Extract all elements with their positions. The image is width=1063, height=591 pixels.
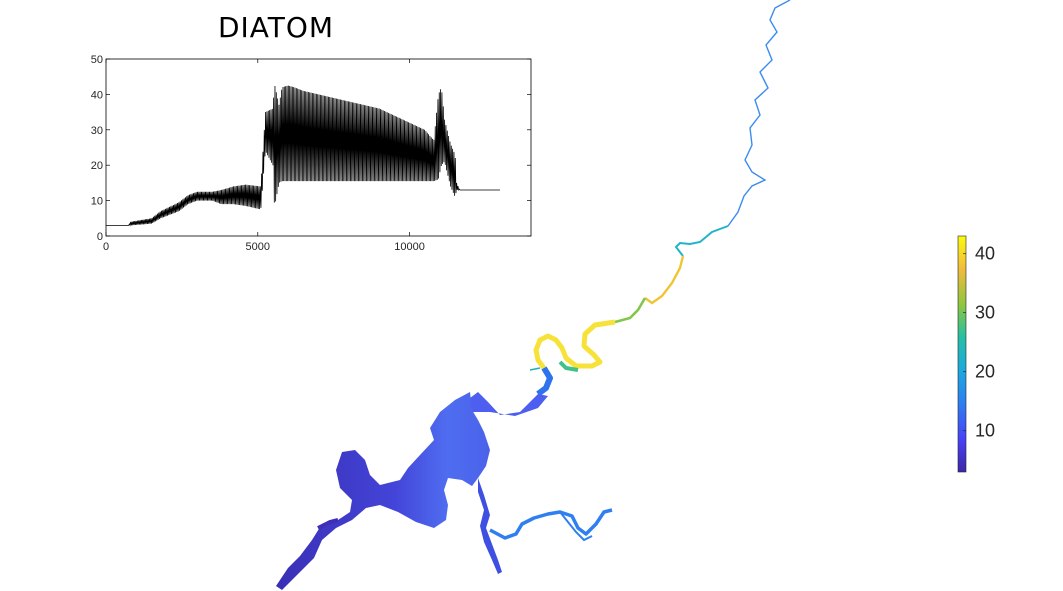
river-green-reach	[614, 297, 647, 324]
colorbar-tick-label: 10	[975, 421, 995, 441]
diatom-trace	[106, 85, 501, 227]
y-tick-label: 50	[91, 54, 103, 66]
x-tick-label: 0	[103, 241, 109, 253]
river-east-branch	[489, 508, 613, 540]
river-yellow-reach	[644, 255, 685, 305]
diatom-line-chart: DIATOM 0 5000 10000 0 10 20 30 40 50	[91, 11, 532, 253]
x-tick-label: 10000	[394, 241, 425, 253]
river-map	[276, 0, 791, 590]
y-tick-label: 20	[91, 160, 103, 172]
colorbar-ticks: 10 20 30 40	[963, 244, 995, 441]
y-axis-ticks: 0 10 20 30 40 50	[91, 54, 531, 243]
y-tick-label: 10	[91, 196, 103, 208]
x-tick-label: 5000	[246, 241, 270, 253]
lake-main-body	[276, 392, 490, 590]
river-west-channel	[317, 518, 339, 530]
river-east-tributary	[559, 511, 593, 542]
river-meander-blue	[536, 366, 553, 397]
river-meander-green	[558, 360, 579, 372]
lake-upper-arm	[470, 392, 548, 416]
y-tick-label: 0	[97, 231, 103, 243]
colorbar-gradient	[957, 235, 967, 473]
river-upper-reach	[727, 0, 791, 227]
river-teal-reach	[674, 225, 729, 257]
y-tick-label: 30	[91, 125, 103, 137]
colorbar-tick-label: 30	[975, 303, 995, 323]
lake-southeast-arm	[478, 478, 502, 574]
river-meander-side	[529, 367, 541, 371]
river-meander-loop	[533, 319, 616, 370]
diatom-series-line	[106, 85, 501, 227]
colorbar-tick-label: 40	[975, 244, 995, 264]
y-tick-label: 40	[91, 89, 103, 101]
colorbar: 10 20 30 40	[957, 235, 995, 473]
colorbar-tick-label: 20	[975, 362, 995, 382]
x-axis-ticks: 0 5000 10000	[103, 59, 425, 253]
chart-title: DIATOM	[218, 11, 334, 44]
